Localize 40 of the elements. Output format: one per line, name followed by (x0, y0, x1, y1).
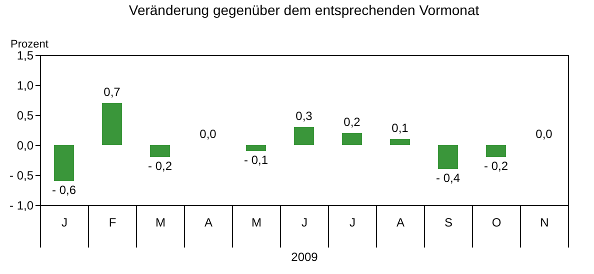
data-label: - 0,4 (436, 171, 460, 185)
chart-title: Veränderung gegenüber dem entsprechenden Vormonat (128, 2, 480, 18)
data-label: 0,0 (536, 127, 553, 141)
x-tick-label: F (108, 216, 116, 230)
y-tick-label: - 1,0 (9, 198, 34, 212)
y-tick-label: - 0,5 (9, 168, 34, 182)
bar (438, 145, 458, 169)
x-tick-label: M (252, 216, 262, 230)
data-label: 0,3 (296, 109, 313, 123)
x-tick-label: A (396, 216, 405, 230)
data-label: 0,0 (200, 127, 217, 141)
bar (246, 145, 266, 151)
x-tick-label: J (62, 216, 68, 230)
bar (54, 145, 74, 181)
data-label: 0,1 (392, 121, 409, 135)
bar (342, 133, 362, 145)
data-label: - 0,2 (148, 159, 172, 173)
y-tick-label: 0,5 (16, 108, 34, 122)
y-tick-label: 1,0 (16, 78, 34, 92)
x-tick-label: J (350, 216, 356, 230)
bar (390, 139, 410, 145)
data-label: - 0,1 (244, 153, 268, 167)
bar (102, 103, 122, 145)
y-axis-title: Prozent (10, 38, 48, 50)
y-tick-label: 1,5 (16, 48, 34, 62)
data-label: 0,2 (344, 115, 361, 129)
data-label: - 0,2 (484, 159, 508, 173)
bar (150, 145, 170, 157)
x-tick-label: S (444, 216, 453, 230)
data-label: 0,7 (104, 85, 121, 99)
x-tick-label: M (156, 216, 166, 230)
x-tick-label: N (540, 216, 549, 230)
x-tick-label: J (302, 216, 308, 230)
x-axis-title: 2009 (291, 250, 318, 264)
bar (294, 127, 314, 145)
bar (486, 145, 506, 157)
x-tick-label: O (492, 216, 502, 230)
x-tick-label: A (204, 216, 213, 230)
data-label: - 0,6 (52, 183, 76, 197)
y-tick-label: 0,0 (16, 138, 34, 152)
